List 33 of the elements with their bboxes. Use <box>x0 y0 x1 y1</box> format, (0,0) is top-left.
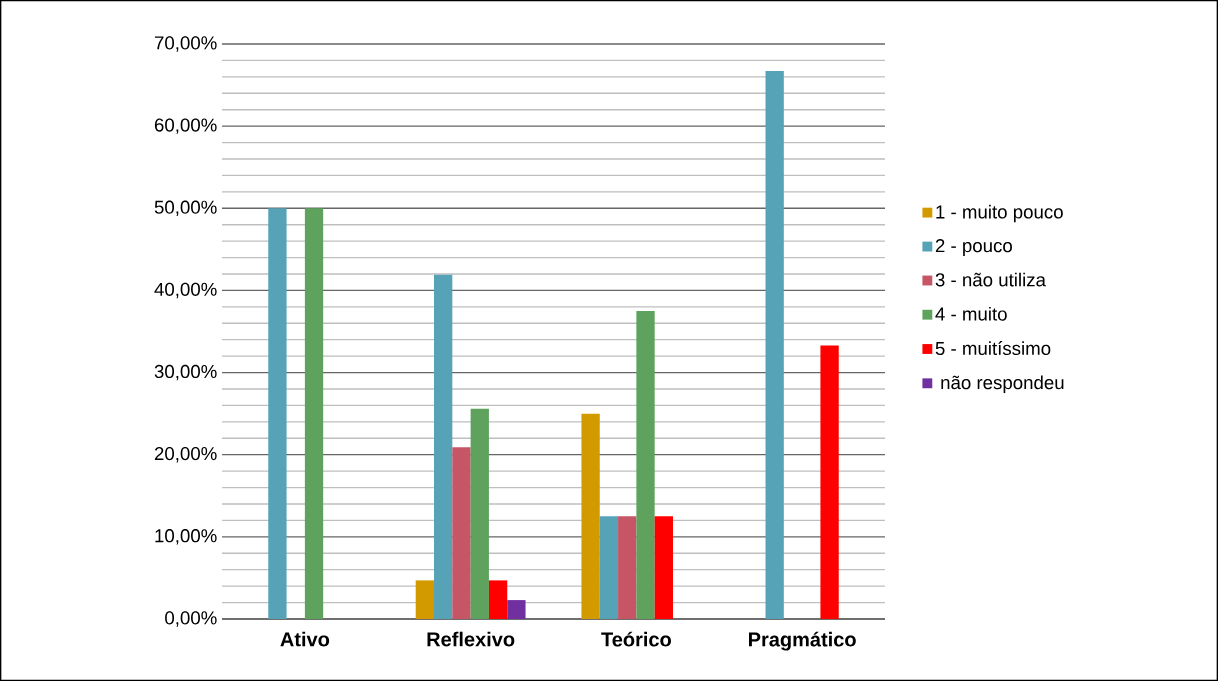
bar <box>636 310 655 619</box>
y-tick-label: 70,00% <box>154 36 217 52</box>
legend-label: 2 - pouco <box>935 239 1012 256</box>
legend-label: 3 - não utiliza <box>935 272 1046 287</box>
legend-label: 5 - muitíssimo <box>935 341 1051 356</box>
x-tick-label: Reflexivo <box>427 631 515 647</box>
y-tick-label: 40,00% <box>154 282 217 299</box>
bar <box>304 208 324 619</box>
bar <box>765 71 784 619</box>
y-tick-label: 60,00% <box>154 118 217 134</box>
x-tick-label: Ativo <box>280 631 330 647</box>
bar <box>452 447 471 619</box>
bar <box>470 408 489 619</box>
y-tick-label: 50,00% <box>154 200 217 216</box>
bar <box>415 580 435 619</box>
bar <box>434 274 453 619</box>
y-tick-label: 10,00% <box>155 529 217 545</box>
legend-label: não respondeu <box>941 375 1064 393</box>
bar <box>820 345 839 619</box>
legend-label: 4 - muito <box>935 306 1007 321</box>
bar <box>507 600 526 619</box>
y-tick-label: 30,00% <box>154 364 217 381</box>
x-tick-label: Pragmático <box>749 631 856 651</box>
y-tick-label: 0,00% <box>165 611 217 627</box>
bar <box>599 516 619 619</box>
x-tick-label: Teórico <box>601 631 671 647</box>
legend-label: 1 - muito pouco <box>936 204 1063 223</box>
bar <box>618 516 637 619</box>
bar <box>268 208 287 619</box>
bar <box>654 516 673 619</box>
bar <box>488 580 508 619</box>
bar <box>581 413 600 619</box>
y-tick-label: 20,00% <box>154 446 217 463</box>
